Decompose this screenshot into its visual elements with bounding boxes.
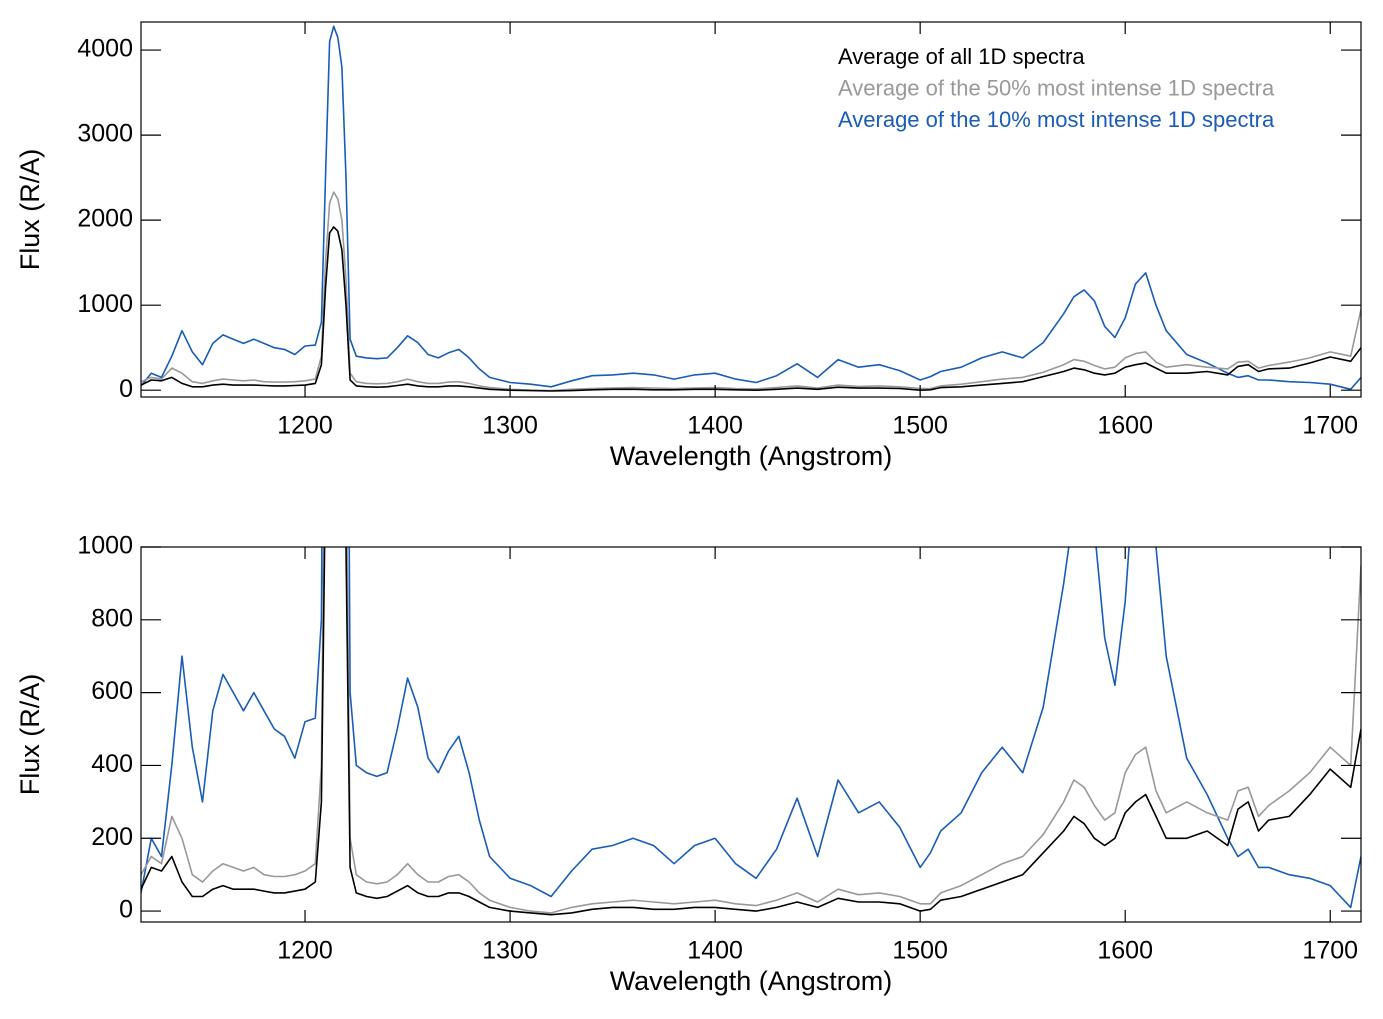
legend-entry: Average of the 50% most intense 1D spect… xyxy=(838,75,1275,100)
lines xyxy=(141,547,1361,916)
x-tick-label: 1400 xyxy=(687,937,743,965)
legend-entry: Average of all 1D spectra xyxy=(838,44,1085,69)
y-tick-label: 600 xyxy=(91,677,133,705)
lines xyxy=(141,25,1361,392)
x-tick-label: 1600 xyxy=(1097,937,1153,965)
legend-entry: Average of the 10% most intense 1D spect… xyxy=(838,107,1275,132)
x-tick-label: 1200 xyxy=(277,412,333,440)
spectrum-line xyxy=(141,226,1361,392)
y-tick-label: 400 xyxy=(91,750,133,778)
x-tick-label: 1300 xyxy=(482,412,538,440)
y-tick-label: 2000 xyxy=(77,205,133,233)
spectrum-line xyxy=(141,547,1361,909)
y-tick-label: 4000 xyxy=(77,35,133,63)
y-tick-label: 3000 xyxy=(77,120,133,148)
x-tick-label: 1500 xyxy=(892,412,948,440)
x-tick-label: 1700 xyxy=(1302,937,1358,965)
x-tick-label: 1400 xyxy=(687,412,743,440)
panel: 1200 1300 1400 1500 1600 1700 0 1000 2000 3000 400… xyxy=(15,21,1362,471)
plot-frame xyxy=(140,546,1362,923)
x-tick-label: 1200 xyxy=(277,937,333,965)
spectrum-line xyxy=(141,25,1361,391)
y-tick-label: 200 xyxy=(91,823,133,851)
x-tick-label: 1700 xyxy=(1302,412,1358,440)
y-tick-label: 0 xyxy=(119,375,133,403)
x-tick-label: 1600 xyxy=(1097,412,1153,440)
spectrum-line xyxy=(141,547,1361,914)
x-tick-label: 1300 xyxy=(482,937,538,965)
y-tick-label: 0 xyxy=(119,896,133,924)
y-axis-label: Flux (R/A) xyxy=(15,674,45,796)
x-axis-label: Wavelength (Angstrom) xyxy=(610,966,893,996)
panel: 1200 1300 1400 1500 1600 1700 0 200 400 600 800 100… xyxy=(15,532,1362,996)
plot-frame xyxy=(140,21,1362,398)
x-tick-label: 1500 xyxy=(892,937,948,965)
spectrum-line xyxy=(141,547,1361,916)
spectrum-line xyxy=(141,191,1361,392)
y-tick-label: 1000 xyxy=(77,532,133,560)
y-tick-label: 1000 xyxy=(77,290,133,318)
y-tick-label: 800 xyxy=(91,604,133,632)
y-axis-label: Flux (R/A) xyxy=(15,149,45,271)
x-axis-label: Wavelength (Angstrom) xyxy=(610,441,893,471)
